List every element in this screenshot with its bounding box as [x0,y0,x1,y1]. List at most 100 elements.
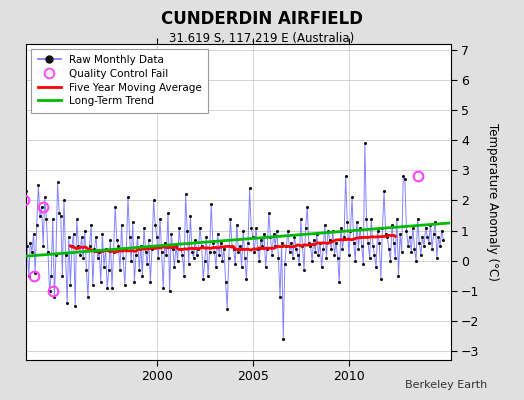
Point [406,234,414,240]
Point [258,242,267,249]
Point [226,215,235,222]
Point [100,264,108,270]
Point [239,227,247,234]
Point [90,246,99,252]
Point [250,248,259,255]
Point [96,278,105,285]
Point [117,221,126,228]
Point [28,248,36,255]
Point [252,224,260,231]
Point [66,282,74,288]
Point [204,272,212,279]
Point [212,264,220,270]
Point [284,227,292,234]
Point [152,234,161,240]
Point [74,242,83,249]
Point [193,252,201,258]
Point [424,240,433,246]
Point [103,284,112,291]
Point [300,266,308,273]
Point [402,227,411,234]
Point [231,260,239,267]
Point [183,227,191,234]
Point [388,221,396,228]
Point [234,248,243,255]
Point [188,248,196,255]
Point [69,230,78,237]
Point [401,176,409,183]
Point [84,294,92,300]
Point [76,252,84,258]
Point [202,234,211,240]
Point [122,246,130,252]
Point [420,242,428,249]
Point [178,252,187,258]
Point [108,284,116,291]
Point [194,246,203,252]
Point [386,258,395,264]
Point [215,252,223,258]
Point [357,242,366,249]
Point [362,215,370,222]
Legend: Raw Monthly Data, Quality Control Fail, Five Year Moving Average, Long-Term Tren: Raw Monthly Data, Quality Control Fail, … [31,49,208,113]
Point [372,264,380,270]
Point [161,240,169,246]
Point [389,240,398,246]
Point [156,215,164,222]
Point [154,254,162,261]
Point [327,246,335,252]
Point [71,303,79,309]
Point [257,236,265,243]
Point [333,254,342,261]
Point [53,179,62,186]
Point [438,227,446,234]
Point [353,218,361,225]
Point [78,234,86,240]
Point [205,248,214,255]
Point [254,246,262,252]
Point [361,140,369,146]
Point [255,258,264,264]
Point [31,270,39,276]
Point [351,258,359,264]
Point [279,336,288,342]
Point [110,248,118,255]
Point [383,234,391,240]
Point [58,272,67,279]
Point [223,306,232,312]
Point [303,203,311,210]
Point [260,230,268,237]
Point [394,272,402,279]
Point [169,246,177,252]
Point [268,252,276,258]
Point [50,294,59,300]
Point [63,300,71,306]
Point [114,242,123,249]
Point [134,234,142,240]
Point [170,264,179,270]
Point [49,215,57,222]
Point [398,248,406,255]
Point [316,240,324,246]
Point [137,242,145,249]
Point [164,209,172,216]
Point [209,240,217,246]
Point [439,236,447,243]
Point [233,221,241,228]
Point [57,212,65,219]
Point [314,252,323,258]
Point [248,234,257,240]
Point [335,278,343,285]
Point [18,197,27,204]
Point [399,173,408,180]
Point [46,288,54,294]
Point [149,197,158,204]
Point [365,254,374,261]
Point [295,260,303,267]
Point [369,242,377,249]
Point [374,227,382,234]
Point [298,242,307,249]
Point [336,224,345,231]
Point [25,272,33,279]
Point [175,224,183,231]
